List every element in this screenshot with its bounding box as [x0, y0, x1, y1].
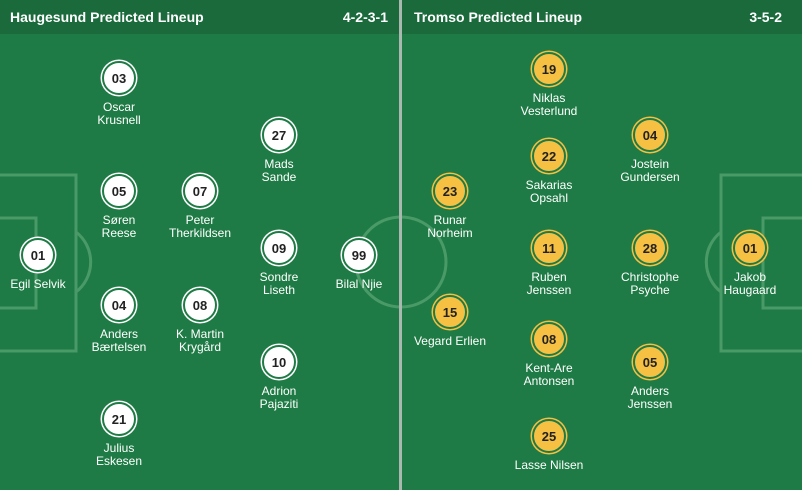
- player-name: Peter Therkildsen: [168, 213, 232, 240]
- player-number: 10: [262, 345, 296, 379]
- away-player[interactable]: 01 Jakob Haugaard: [705, 231, 795, 297]
- player-number: 99: [342, 238, 376, 272]
- away-player[interactable]: 15 Vegard Erlien: [405, 295, 495, 348]
- player-name: Anders Bærtelsen: [91, 327, 147, 354]
- home-player[interactable]: 04 Anders Bærtelsen: [74, 288, 164, 354]
- home-player[interactable]: 05 Søren Reese: [74, 174, 164, 240]
- player-number: 22: [532, 139, 566, 173]
- home-formation: 4-2-3-1: [342, 9, 388, 25]
- player-number: 25: [532, 419, 566, 453]
- home-player[interactable]: 99 Bilal Njie: [314, 238, 404, 291]
- home-player[interactable]: 07 Peter Therkildsen: [155, 174, 245, 240]
- away-player[interactable]: 05 Anders Jenssen: [605, 345, 695, 411]
- player-name: K. Martin Krygård: [175, 327, 224, 354]
- player-name: Jakob Haugaard: [723, 270, 777, 297]
- away-player[interactable]: 28 Christophe Psyche: [605, 231, 695, 297]
- player-name: Adrion Pajaziti: [259, 384, 299, 411]
- player-number: 15: [433, 295, 467, 329]
- away-player[interactable]: 08 Kent-Are Antonsen: [504, 322, 594, 388]
- away-player[interactable]: 11 Ruben Jenssen: [504, 231, 594, 297]
- home-title: Haugesund Predicted Lineup: [10, 9, 204, 25]
- player-name: Christophe Psyche: [620, 270, 680, 297]
- away-header: Tromso Predicted Lineup 3-5-2: [402, 0, 802, 34]
- away-player[interactable]: 19 Niklas Vesterlund: [504, 52, 594, 118]
- player-name: Bilal Njie: [335, 277, 383, 291]
- home-player[interactable]: 21 Julius Eskesen: [74, 402, 164, 468]
- home-player[interactable]: 03 Oscar Krusnell: [74, 61, 164, 127]
- player-name: Egil Selvik: [10, 277, 66, 291]
- player-name: Ruben Jenssen: [526, 270, 572, 297]
- home-player[interactable]: 09 Sondre Liseth: [234, 231, 324, 297]
- home-header: Haugesund Predicted Lineup 4-2-3-1: [0, 0, 400, 34]
- player-name: Sondre Liseth: [259, 270, 299, 297]
- player-name: Niklas Vesterlund: [520, 91, 578, 118]
- away-formation: 3-5-2: [749, 9, 782, 25]
- player-number: 23: [433, 174, 467, 208]
- player-number: 11: [532, 231, 566, 265]
- player-number: 09: [262, 231, 296, 265]
- player-number: 08: [183, 288, 217, 322]
- home-player[interactable]: 08 K. Martin Krygård: [155, 288, 245, 354]
- player-number: 28: [633, 231, 667, 265]
- player-name: Kent-Are Antonsen: [523, 361, 575, 388]
- player-number: 27: [262, 118, 296, 152]
- home-player[interactable]: 10 Adrion Pajaziti: [234, 345, 324, 411]
- player-name: Vegard Erlien: [413, 334, 487, 348]
- player-number: 04: [633, 118, 667, 152]
- player-name: Jostein Gundersen: [620, 157, 680, 184]
- divider: [399, 0, 402, 490]
- home-player[interactable]: 27 Mads Sande: [234, 118, 324, 184]
- player-number: 05: [633, 345, 667, 379]
- player-name: Anders Jenssen: [627, 384, 673, 411]
- player-name: Oscar Krusnell: [97, 100, 141, 127]
- away-player[interactable]: 04 Jostein Gundersen: [605, 118, 695, 184]
- player-name: Runar Norheim: [427, 213, 473, 240]
- player-number: 19: [532, 52, 566, 86]
- player-name: Søren Reese: [101, 213, 137, 240]
- player-number: 07: [183, 174, 217, 208]
- player-number: 08: [532, 322, 566, 356]
- player-number: 21: [102, 402, 136, 436]
- away-title: Tromso Predicted Lineup: [414, 9, 583, 25]
- player-name: Lasse Nilsen: [514, 458, 584, 472]
- player-name: Julius Eskesen: [95, 441, 143, 468]
- player-number: 01: [733, 231, 767, 265]
- away-player[interactable]: 22 Sakarias Opsahl: [504, 139, 594, 205]
- player-name: Sakarias Opsahl: [525, 178, 573, 205]
- away-player[interactable]: 25 Lasse Nilsen: [504, 419, 594, 472]
- player-number: 01: [21, 238, 55, 272]
- player-number: 05: [102, 174, 136, 208]
- away-player[interactable]: 23 Runar Norheim: [405, 174, 495, 240]
- home-player[interactable]: 01 Egil Selvik: [0, 238, 83, 291]
- player-name: Mads Sande: [261, 157, 297, 184]
- player-number: 03: [102, 61, 136, 95]
- player-number: 04: [102, 288, 136, 322]
